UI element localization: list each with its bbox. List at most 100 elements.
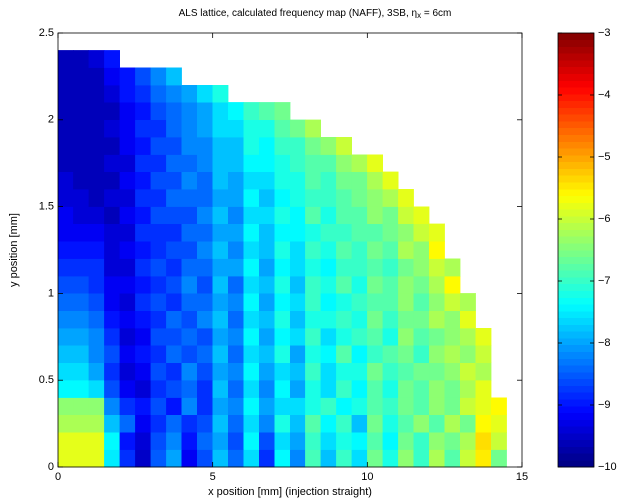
cell: [196, 310, 213, 329]
cell: [135, 102, 151, 121]
cell: [181, 432, 198, 450]
cell: [181, 223, 198, 242]
colorbar-band: [558, 243, 594, 251]
cell: [196, 380, 213, 398]
cell: [459, 327, 476, 346]
cell: [119, 275, 136, 294]
cell: [336, 432, 353, 450]
colorbar-band: [558, 311, 594, 319]
colorbar-band: [558, 80, 594, 88]
cell: [150, 102, 167, 121]
cell: [88, 189, 105, 207]
cell: [258, 432, 275, 450]
cell: [119, 327, 136, 346]
cell: [367, 414, 384, 433]
cell: [289, 345, 306, 364]
cell: [57, 67, 74, 86]
cell: [196, 241, 213, 259]
cell: [104, 397, 121, 416]
cell: [336, 449, 353, 468]
y-tick-label: 2.5: [39, 27, 54, 39]
cell: [104, 171, 121, 190]
cell: [119, 136, 136, 155]
cell: [382, 327, 399, 346]
cell: [166, 449, 182, 468]
cell: [258, 414, 275, 433]
cell: [181, 119, 198, 138]
cell: [88, 345, 105, 364]
cell: [305, 293, 322, 311]
cell: [88, 102, 105, 121]
cell: [73, 380, 90, 398]
x-tick-label: 0: [55, 471, 61, 483]
cell: [150, 119, 167, 138]
cell: [413, 397, 430, 416]
cell: [73, 414, 90, 433]
cell: [166, 119, 182, 138]
colorbar-band: [558, 121, 594, 129]
cell: [382, 241, 399, 259]
cell: [289, 414, 306, 433]
cell: [413, 206, 430, 225]
cell: [459, 397, 476, 416]
cell: [398, 345, 414, 364]
cell: [413, 414, 430, 433]
cell: [398, 275, 414, 294]
cell: [398, 414, 414, 433]
cell: [444, 345, 461, 364]
cell: [57, 414, 74, 433]
cell: [135, 380, 151, 398]
cell: [413, 449, 430, 468]
cell: [351, 327, 368, 346]
y-tick-label: 0: [48, 461, 54, 473]
cell: [459, 345, 476, 364]
cell: [181, 84, 198, 103]
cell: [351, 206, 368, 225]
cell: [212, 275, 229, 294]
colorbar-band: [558, 378, 594, 386]
cell: [227, 258, 244, 277]
cell: [243, 154, 260, 173]
cell: [196, 84, 213, 103]
cell: [289, 171, 306, 190]
cell: [243, 414, 260, 433]
cell: [166, 310, 182, 329]
cell: [444, 414, 461, 433]
cell: [166, 102, 182, 121]
cell: [398, 397, 414, 416]
colorbar-band: [558, 304, 594, 312]
cell: [119, 449, 136, 468]
title-main: ALS lattice, calculated frequency map (N…: [179, 8, 417, 19]
cell: [444, 449, 461, 468]
cell: [305, 154, 322, 173]
cell: [475, 414, 492, 433]
cell: [243, 310, 260, 329]
cell: [135, 67, 151, 86]
cell: [289, 380, 306, 398]
colorbar-band: [558, 202, 594, 210]
cell: [413, 275, 430, 294]
cell: [88, 414, 105, 433]
cell: [336, 136, 353, 155]
cell: [459, 310, 476, 329]
colorbar-band: [558, 134, 594, 142]
cell: [227, 102, 244, 121]
cell: [258, 275, 275, 294]
cell: [104, 380, 121, 398]
cell: [413, 432, 430, 450]
colorbar-band: [558, 331, 594, 339]
cell: [135, 397, 151, 416]
cell: [73, 241, 90, 259]
cell: [444, 293, 461, 311]
cell: [243, 345, 260, 364]
cell: [320, 258, 337, 277]
cell: [382, 310, 399, 329]
colorbar-band: [558, 324, 594, 332]
colorbar-tick-label: −7: [598, 275, 611, 287]
cell: [305, 310, 322, 329]
cell: [289, 154, 306, 173]
cell: [444, 275, 461, 294]
cell: [274, 362, 291, 381]
cell: [382, 362, 399, 381]
